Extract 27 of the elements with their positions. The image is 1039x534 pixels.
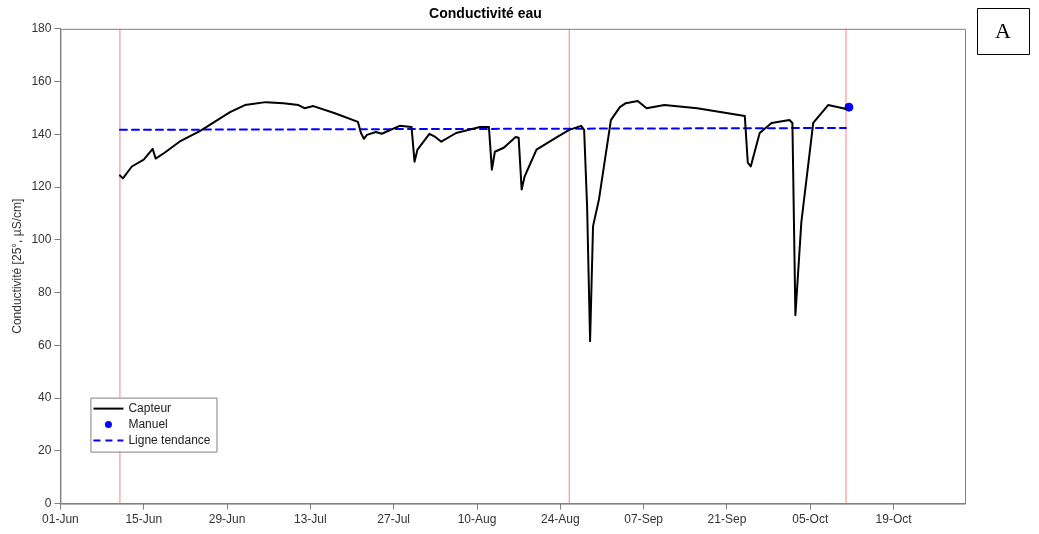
chart-title: Conductivité eau: [429, 5, 542, 22]
x-tick-label: 21-Sep: [707, 512, 747, 527]
x-tick-label: 24-Aug: [540, 512, 580, 527]
legend-label: Ligne tendance: [128, 432, 211, 447]
x-tick-label: 10-Aug: [457, 512, 497, 527]
y-tick-label: 140: [31, 126, 52, 141]
y-tick-label: 120: [31, 179, 52, 194]
legend-label: Manuel: [128, 416, 168, 431]
y-axis-title: Conductivité [25°, µS/cm]: [9, 198, 24, 334]
y-tick-label: 100: [31, 232, 52, 247]
x-tick-label: 19-Oct: [875, 512, 913, 527]
x-tick-label: 27-Jul: [377, 512, 411, 527]
text: A: [995, 17, 1012, 43]
x-tick-label: 29-Jun: [208, 512, 246, 527]
y-tick-label: 20: [38, 443, 52, 458]
x-tick-label: 07-Sep: [624, 512, 664, 527]
y-tick-label: 40: [38, 390, 52, 405]
x-tick-label: 01-Jun: [42, 512, 79, 527]
legend-label: Capteur: [128, 400, 172, 415]
x-tick-label: 13-Jul: [294, 512, 327, 527]
y-tick-label: 180: [31, 21, 52, 36]
x-tick-label: 15-Jun: [125, 512, 163, 527]
y-tick-label: 80: [38, 284, 52, 299]
y-tick-label: 160: [31, 73, 52, 88]
x-tick-label: 05-Oct: [792, 512, 829, 527]
y-tick-label: 60: [38, 337, 52, 352]
y-tick-label: 0: [44, 495, 52, 510]
